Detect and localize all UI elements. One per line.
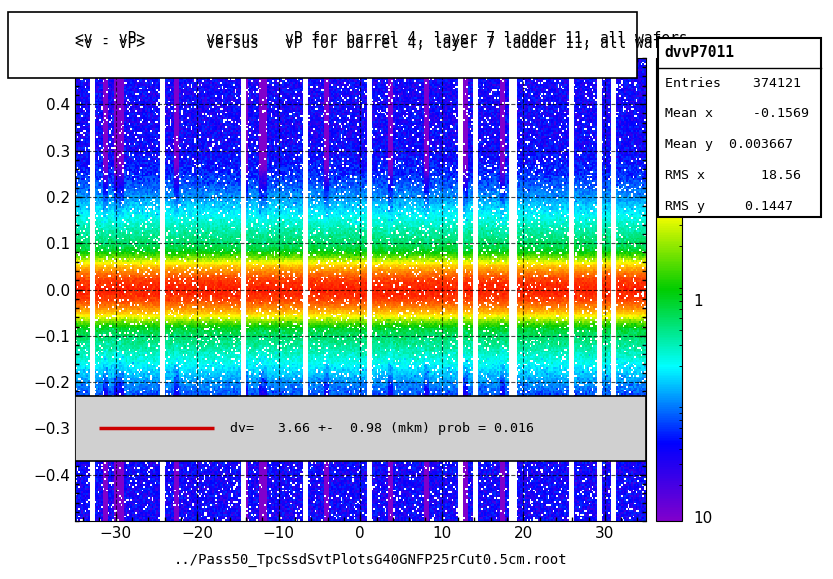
Text: Entries    374121: Entries 374121 [665,76,801,90]
Text: 1: 1 [693,294,703,309]
Bar [75,396,646,461]
Text: <v - vP>       versus   vP for barrel 4, layer 7 ladder 11, all wafers: <v - vP> versus vP for barrel 4, layer 7… [75,36,687,51]
Text: <v - vP>       versus   vP for barrel 4, layer 7 ladder 11, all wafers: <v - vP> versus vP for barrel 4, layer 7… [75,31,687,46]
Text: RMS y     0.1447: RMS y 0.1447 [665,200,793,213]
Text: Mean x     -0.1569: Mean x -0.1569 [665,108,809,120]
Text: ../Pass50_TpcSsdSvtPlotsG40GNFP25rCut0.5cm.root: ../Pass50_TpcSsdSvtPlotsG40GNFP25rCut0.5… [174,554,567,567]
Text: Mean y  0.003667: Mean y 0.003667 [665,138,793,151]
Text: 10: 10 [693,511,712,526]
Text: RMS x       18.56: RMS x 18.56 [665,169,801,182]
Text: dvvP7011: dvvP7011 [665,45,735,60]
Text: dv=   3.66 +-  0.98 (mkm) prob = 0.016: dv= 3.66 +- 0.98 (mkm) prob = 0.016 [230,422,534,435]
Text: 10: 10 [693,62,712,77]
